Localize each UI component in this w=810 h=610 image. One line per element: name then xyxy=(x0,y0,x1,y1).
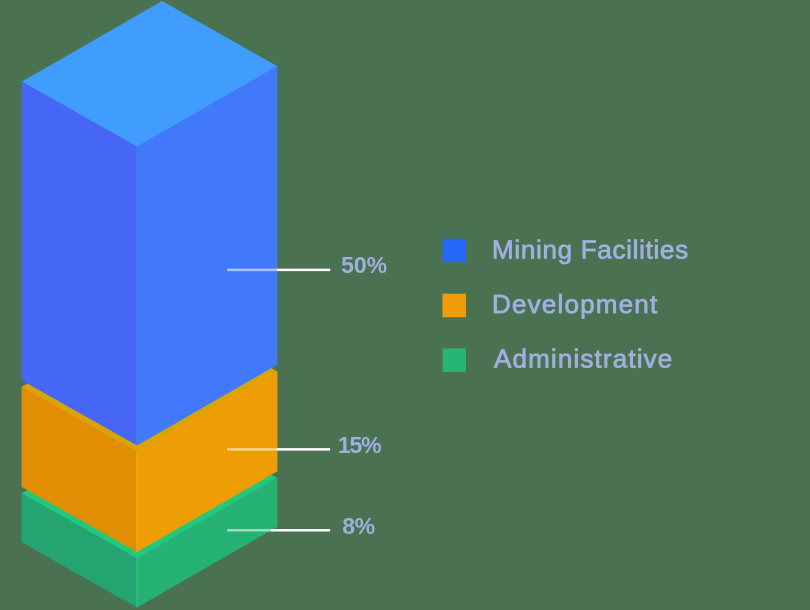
svg-text:15%: 15% xyxy=(338,432,381,458)
svg-text:Administrative: Administrative xyxy=(494,343,673,373)
svg-text:50%: 50% xyxy=(341,252,387,278)
svg-text:Development: Development xyxy=(492,289,658,319)
svg-text:Mining Facilities: Mining Facilities xyxy=(492,235,689,265)
svg-text:8%: 8% xyxy=(342,513,374,539)
